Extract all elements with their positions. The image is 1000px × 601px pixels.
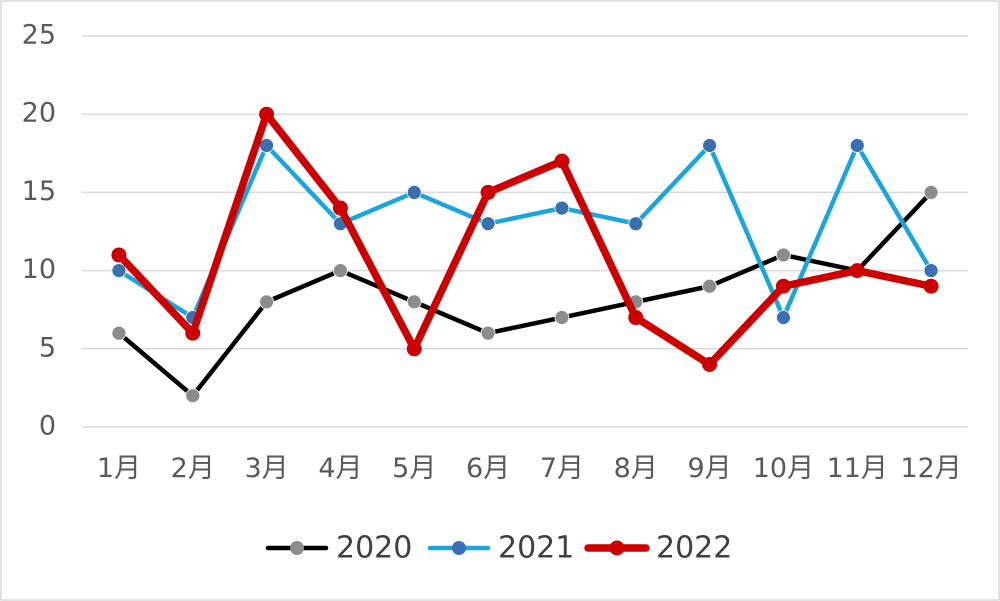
data-point-2021-3 bbox=[259, 138, 274, 153]
data-point-2021-10 bbox=[776, 310, 791, 325]
legend-label-2020: 2020 bbox=[336, 531, 412, 566]
x-tick-label: 7月 bbox=[540, 453, 584, 484]
x-tick-label: 4月 bbox=[318, 453, 362, 484]
data-point-2022-5 bbox=[406, 341, 422, 357]
data-point-2021-8 bbox=[628, 216, 644, 232]
y-tick-label: 5 bbox=[39, 332, 56, 363]
data-point-2021-11 bbox=[849, 138, 865, 153]
y-tick-label: 0 bbox=[39, 411, 56, 442]
data-point-2020-7 bbox=[554, 310, 570, 325]
legend-item-2021: 2021 bbox=[427, 531, 574, 566]
data-point-2020-4 bbox=[333, 263, 348, 279]
data-point-2020-10 bbox=[776, 247, 791, 263]
data-point-2022-9 bbox=[702, 356, 718, 372]
data-point-2021-12 bbox=[923, 263, 939, 279]
data-point-2020-1 bbox=[111, 325, 127, 341]
data-point-2020-6 bbox=[480, 325, 496, 341]
y-tick-label: 20 bbox=[22, 98, 56, 129]
x-tick-label: 5月 bbox=[392, 453, 436, 484]
x-tick-label: 10月 bbox=[753, 453, 814, 484]
x-tick-label: 6月 bbox=[466, 453, 510, 484]
data-point-2020-9 bbox=[702, 278, 717, 294]
legend-label-2021: 2021 bbox=[498, 531, 574, 566]
x-tick-label: 1月 bbox=[97, 453, 141, 484]
data-point-2021-6 bbox=[480, 216, 496, 232]
series-line-2020 bbox=[116, 190, 934, 398]
x-tick-label: 12月 bbox=[900, 453, 961, 484]
series-line-2022 bbox=[115, 110, 935, 369]
data-point-2020-12 bbox=[923, 184, 939, 200]
series-lines bbox=[111, 106, 939, 404]
legend-item-2022: 2022 bbox=[584, 531, 732, 566]
data-point-2020-5 bbox=[406, 294, 422, 310]
x-tick-label: 9月 bbox=[687, 453, 731, 484]
legend-item-2020: 2020 bbox=[265, 531, 412, 566]
x-tick-label: 8月 bbox=[614, 453, 658, 484]
series-2020 bbox=[111, 184, 939, 404]
legend-label-2022: 2022 bbox=[656, 531, 732, 566]
data-point-2022-6 bbox=[480, 184, 496, 200]
data-point-2022-12 bbox=[923, 278, 939, 294]
data-point-2022-3 bbox=[259, 106, 275, 122]
legend-marker-2021 bbox=[452, 541, 466, 555]
data-point-2022-7 bbox=[554, 153, 570, 169]
legend-marker-2022 bbox=[609, 540, 625, 556]
data-point-2020-3 bbox=[259, 294, 274, 310]
data-point-2021-9 bbox=[702, 138, 717, 153]
data-point-2022-11 bbox=[849, 263, 865, 279]
legend-marker-2020 bbox=[290, 541, 304, 555]
y-tick-label: 10 bbox=[22, 254, 56, 285]
data-point-2022-2 bbox=[185, 325, 201, 341]
data-point-2022-8 bbox=[628, 310, 644, 326]
series-2022 bbox=[111, 106, 939, 372]
data-point-2021-1 bbox=[111, 263, 127, 279]
data-point-2022-10 bbox=[775, 278, 791, 294]
y-tick-label: 25 bbox=[22, 20, 56, 51]
data-point-2022-1 bbox=[111, 247, 127, 263]
data-point-2022-4 bbox=[332, 200, 348, 216]
data-point-2021-7 bbox=[554, 200, 570, 216]
x-axis-ticks: 1月 2月 3月 4月 5月 6月 7月 8月 9月 10月 11月 12月 bbox=[97, 453, 962, 484]
series-line-2021 bbox=[116, 143, 934, 320]
x-tick-label: 2月 bbox=[171, 453, 215, 484]
data-point-2020-2 bbox=[185, 388, 201, 404]
y-tick-label: 15 bbox=[22, 176, 56, 207]
data-point-2021-5 bbox=[406, 184, 422, 200]
x-tick-label: 11月 bbox=[827, 453, 888, 484]
y-axis-ticks: 0 5 10 15 20 25 bbox=[22, 20, 56, 442]
x-tick-label: 3月 bbox=[244, 453, 288, 484]
legend: 2020 2021 2022 bbox=[265, 531, 732, 566]
